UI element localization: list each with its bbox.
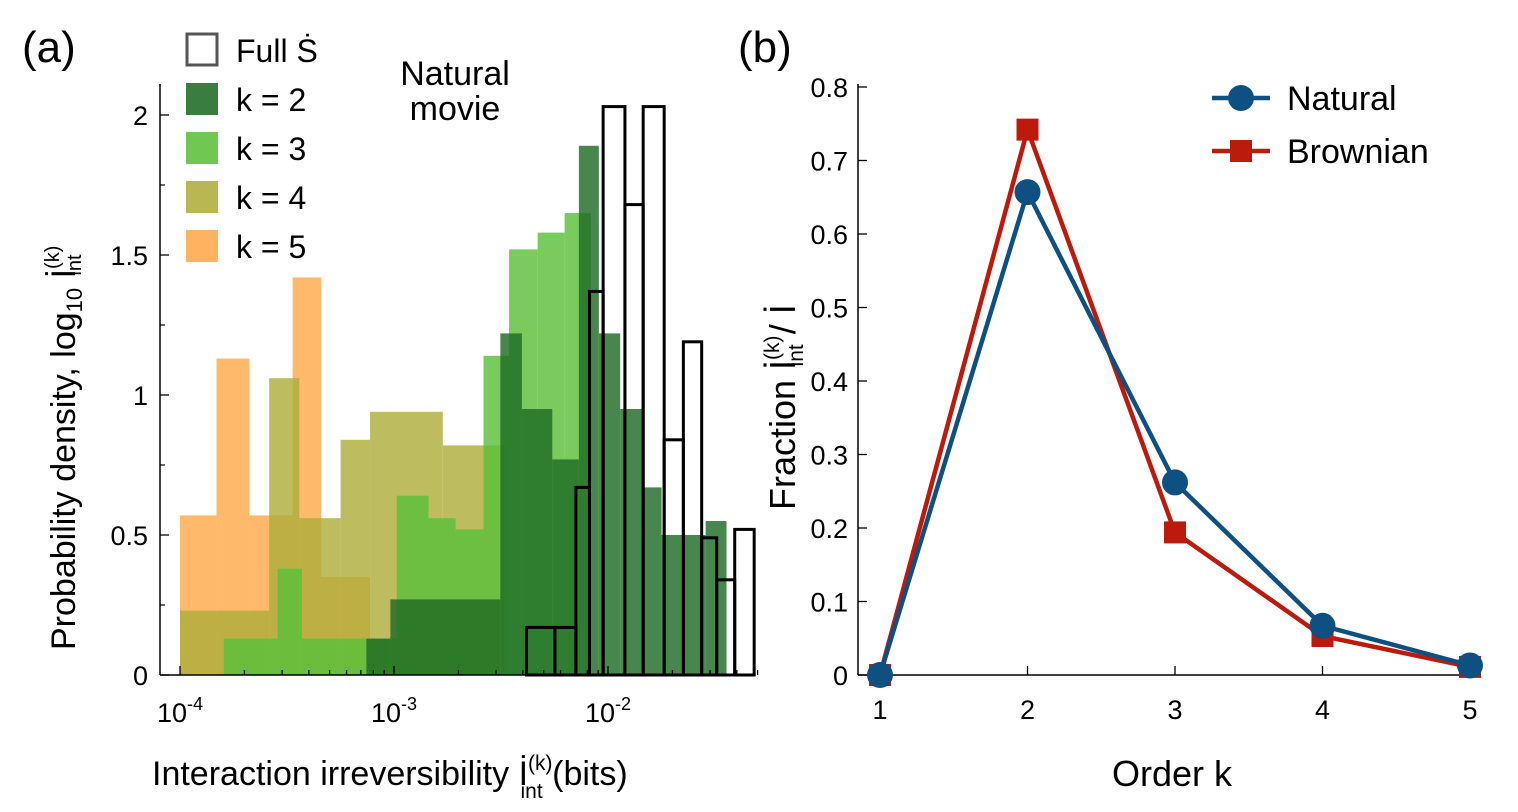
y-tick-label: 0.1: [810, 588, 848, 618]
legend-label: k = 3: [236, 131, 306, 167]
line-axes: [857, 84, 1470, 676]
legend-label: Full Ṡ: [236, 33, 318, 69]
line-legend: Natural Brownian: [1212, 80, 1429, 171]
histogram-bar: [301, 638, 342, 675]
histogram-ticks: 10-4 10-3 10-2 0 0.5 1 1.5 2: [110, 101, 759, 728]
legend-label: k = 4: [236, 180, 306, 216]
y-tick-label: 0.5: [810, 294, 848, 324]
x-tick-label: 3: [1167, 695, 1182, 725]
legend-swatch: [186, 230, 218, 262]
legend-item-k2: k = 2: [186, 82, 306, 118]
legend-item-brownian: Brownian: [1212, 133, 1429, 171]
histogram-bar: [641, 487, 662, 675]
y-tick-label: 2: [133, 101, 148, 131]
legend-label: Brownian: [1287, 133, 1429, 171]
data-point: [1164, 521, 1186, 544]
annotation-line: movie: [410, 90, 501, 128]
y-tick-label: 0.7: [810, 147, 848, 177]
histogram-bars: [180, 105, 756, 677]
legend-label: k = 5: [236, 229, 306, 265]
histogram-bar: [682, 535, 706, 675]
panel-a-label: (a): [22, 23, 76, 72]
y-tick-label: 0.5: [110, 521, 148, 551]
histogram-axes: [159, 84, 752, 676]
series-brownian: [869, 118, 1481, 686]
y-tick-label: 1: [133, 381, 148, 411]
legend-item-k4: k = 4: [186, 180, 306, 216]
histogram-bar: [500, 333, 522, 675]
line-y-axis-label: Fraction İ(k)int / İ: [761, 304, 808, 510]
histogram-bar: [661, 535, 683, 675]
x-tick-label: 1: [872, 695, 887, 725]
legend-swatch: [186, 132, 218, 164]
y-tick-label: 1.5: [110, 241, 148, 271]
histogram-legend: Full Ṡ k = 2 k = 3 k = 4 k = 5: [185, 32, 318, 265]
data-point: [1016, 118, 1039, 141]
series-line: [877, 127, 1471, 676]
histogram-y-axis-label: Probability density, log10 İ(k)int: [42, 246, 87, 650]
panel-b-label: (b): [738, 23, 792, 72]
line-series: [867, 118, 1483, 688]
histogram-bar: [277, 568, 302, 675]
y-tick-label: 0.4: [810, 367, 848, 397]
legend-item-k5: k = 5: [186, 229, 306, 265]
x-axis-label-text: Interaction irreversibility İ(k) int (bit…: [152, 752, 628, 803]
data-point: [1309, 612, 1336, 639]
histogram-bar: [620, 409, 642, 675]
x-tick-label: 2: [1020, 695, 1035, 725]
line-ticks: 0 0.1 0.2 0.3 0.4 0.5 0.6 0.7 0.8 1 2 3 4 5: [810, 73, 1477, 725]
y-tick-label: 0.8: [810, 73, 848, 103]
series-natural: [867, 179, 1483, 688]
data-point: [1457, 652, 1483, 679]
y-axis-label-text: Probability density, log10 İ(k)int: [42, 246, 87, 650]
data-point: [867, 662, 893, 688]
legend-marker: [1230, 140, 1252, 162]
legend-item-full: Full Ṡ: [185, 32, 318, 69]
histogram-bar: [340, 439, 371, 675]
x-axis-label-text: Order k: [1112, 753, 1233, 794]
legend-item-k3: k = 3: [186, 131, 306, 167]
legend-marker: [1228, 85, 1254, 111]
y-tick-label: 0: [133, 661, 148, 691]
x-tick-label: 10-2: [585, 694, 631, 728]
line-x-axis-label: Order k: [1112, 753, 1233, 794]
histogram-x-axis-label: Interaction irreversibility İ(k) int (bit…: [152, 752, 628, 803]
data-point: [1162, 469, 1188, 496]
y-tick-label: 0.6: [810, 220, 848, 250]
x-tick-label: 4: [1315, 695, 1330, 725]
x-tick-label: 10-3: [371, 694, 417, 728]
legend-swatch: [185, 32, 219, 67]
x-tick-label: 5: [1462, 695, 1477, 725]
histogram-outline-bar: [733, 527, 756, 677]
data-point: [1014, 179, 1041, 206]
histogram-bar: [366, 638, 391, 675]
histogram-panel: 10-4 10-3 10-2 0 0.5 1 1.5 2 Full Ṡ k = 2 k = 3 k …: [42, 32, 759, 803]
x-tick-label: 10-4: [157, 694, 203, 728]
y-tick-label: 0.2: [810, 514, 848, 544]
histogram-bar: [223, 638, 278, 675]
y-axis-label-text: Fraction İ(k)int / İ: [761, 304, 808, 510]
y-tick-label: 0: [833, 661, 848, 691]
legend-swatch: [186, 181, 218, 213]
line-panel: 0 0.1 0.2 0.3 0.4 0.5 0.6 0.7 0.8 1 2 3 4 5 Natural Br…: [761, 73, 1483, 794]
legend-item-natural: Natural: [1212, 80, 1397, 118]
histogram-bar: [390, 599, 501, 675]
legend-label: Natural: [1287, 80, 1397, 118]
y-tick-label: 0.3: [810, 441, 848, 471]
legend-label: k = 2: [236, 82, 306, 118]
legend-swatch: [186, 83, 218, 115]
series-line: [877, 189, 1471, 676]
annotation-line: Natural: [400, 55, 510, 93]
